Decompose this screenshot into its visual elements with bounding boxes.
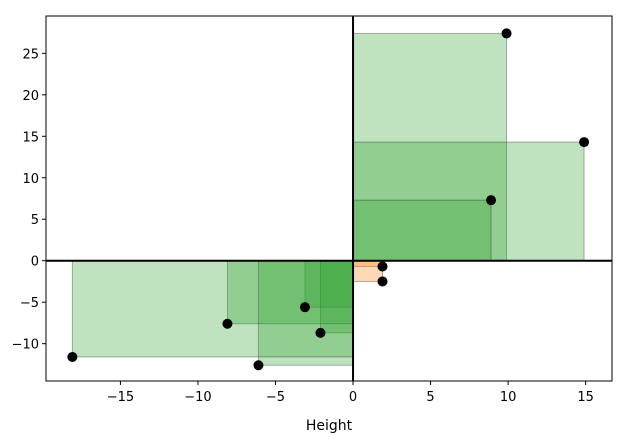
y-tick-label: 15 — [22, 130, 39, 145]
x-tick-label: 5 — [426, 390, 434, 405]
quadrant-rect — [71, 260, 354, 358]
x-tick-label: −10 — [184, 390, 211, 405]
data-point — [67, 351, 78, 362]
y-tick-label: 25 — [22, 47, 39, 62]
data-point — [501, 28, 512, 39]
data-point — [222, 318, 233, 329]
data-point — [253, 360, 264, 371]
y-tick-label: 10 — [22, 172, 39, 187]
data-point — [299, 302, 310, 313]
quadrant-rect — [352, 199, 492, 262]
plot-frame — [45, 15, 613, 382]
quadrant-rect — [352, 260, 383, 282]
x-tick-label: −15 — [107, 390, 134, 405]
y-tick-label: 20 — [22, 89, 39, 104]
x-tick-label: 0 — [349, 390, 357, 405]
y-axis-ticks: −10 −5 0 5 10 15 20 25 — [12, 47, 46, 353]
x-axis-ticks: −15 −10 −5 0 5 10 15 — [107, 381, 594, 405]
data-points — [67, 28, 590, 371]
x-tick-label: −5 — [266, 390, 285, 405]
data-point — [377, 261, 388, 272]
data-point — [486, 195, 497, 206]
y-tick-label: 0 — [31, 255, 39, 270]
zero-lines — [46, 16, 612, 381]
data-point — [579, 137, 590, 148]
quadrant-rect — [352, 32, 508, 262]
quadrant-rect — [352, 141, 585, 262]
quadrant-rectangles — [71, 32, 585, 366]
y-tick-label: 5 — [31, 213, 39, 228]
y-tick-label: −5 — [20, 296, 39, 311]
plot-background — [46, 16, 612, 381]
quadrant-rect — [257, 260, 354, 366]
data-point — [315, 327, 326, 338]
x-tick-label: 10 — [500, 390, 517, 405]
x-axis-label: Height — [306, 418, 353, 434]
x-tick-label: 15 — [577, 390, 594, 405]
y-tick-label: −10 — [12, 338, 39, 353]
data-point — [377, 276, 388, 287]
quadrant-rect — [226, 260, 354, 325]
